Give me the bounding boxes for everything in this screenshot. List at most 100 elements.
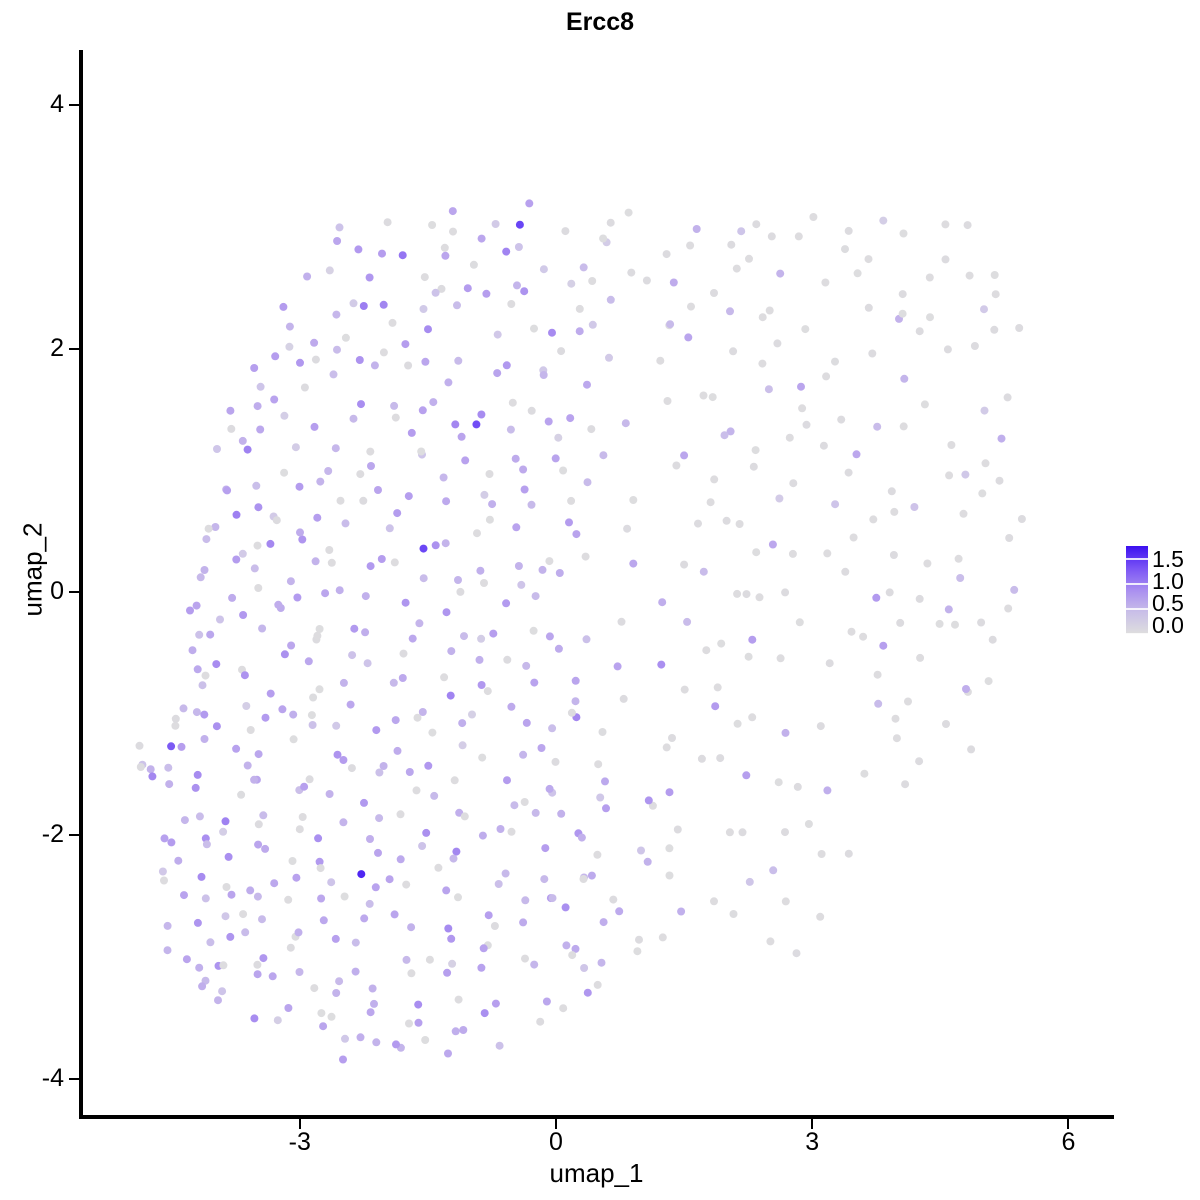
- scatter-point: [797, 382, 805, 391]
- scatter-point: [291, 443, 300, 452]
- scatter-point: [765, 306, 774, 315]
- scatter-point: [635, 935, 643, 944]
- scatter-point: [988, 635, 997, 644]
- scatter-point: [396, 855, 405, 864]
- scatter-point: [214, 996, 222, 1005]
- scatter-point: [561, 903, 570, 912]
- scatter-point: [720, 431, 729, 440]
- scatter-point: [662, 743, 671, 752]
- scatter-point: [392, 1040, 400, 1049]
- scatter-point: [324, 467, 333, 475]
- scatter-point: [421, 357, 430, 366]
- scatter-point: [567, 496, 576, 505]
- scatter-point: [822, 372, 831, 381]
- scatter-point: [408, 634, 417, 643]
- scatter-point: [767, 232, 776, 241]
- scatter-point: [339, 756, 348, 764]
- scatter-point: [699, 567, 708, 576]
- scatter-point: [792, 949, 801, 958]
- y-tick-label: -2: [41, 820, 64, 849]
- scatter-point: [253, 970, 262, 979]
- scatter-point: [963, 221, 972, 230]
- scatter-point: [901, 780, 910, 789]
- plot-panel: [83, 50, 1113, 1117]
- scatter-point: [515, 220, 524, 229]
- x-tick-mark: [555, 1119, 557, 1129]
- scatter-point: [219, 827, 228, 836]
- scatter-point: [425, 955, 434, 964]
- scatter-point: [852, 450, 861, 459]
- scatter-point: [351, 938, 360, 947]
- scatter-point: [485, 515, 494, 524]
- scatter-point: [442, 608, 451, 617]
- scatter-point: [642, 276, 651, 285]
- colorbar-tick-mark: [1126, 633, 1148, 635]
- scatter-point: [378, 249, 386, 258]
- scatter-point: [404, 492, 413, 501]
- scatter-point: [232, 510, 241, 519]
- scatter-point: [250, 1014, 259, 1023]
- scatter-point: [308, 721, 317, 729]
- scatter-point: [503, 655, 512, 664]
- scatter-point: [758, 313, 767, 322]
- scatter-point: [980, 305, 988, 314]
- scatter-point: [793, 782, 802, 791]
- scatter-point: [202, 535, 211, 544]
- scatter-point: [749, 462, 758, 471]
- scatter-point: [341, 519, 350, 528]
- scatter-point: [195, 963, 204, 972]
- scatter-point: [920, 400, 929, 409]
- scatter-point: [177, 742, 186, 751]
- scatter-point: [458, 741, 467, 750]
- scatter-point: [368, 984, 377, 993]
- scatter-point: [372, 726, 381, 735]
- scatter-point: [414, 1018, 423, 1027]
- x-tick-label: 6: [1061, 1128, 1076, 1156]
- y-tick-label: 0: [50, 577, 64, 605]
- scatter-point: [336, 496, 345, 505]
- scatter-point: [315, 625, 324, 633]
- colorbar-tick-label: 1.5: [1152, 546, 1184, 572]
- scatter-point: [285, 322, 294, 331]
- scatter-point: [823, 786, 832, 795]
- scatter-point: [885, 588, 894, 597]
- y-tick-mark: [69, 834, 79, 837]
- scatter-point: [583, 988, 592, 997]
- scatter-point: [511, 454, 520, 463]
- scatter-point: [335, 977, 344, 986]
- scatter-point: [493, 330, 502, 339]
- scatter-point: [844, 849, 853, 858]
- scatter-point: [991, 290, 1000, 299]
- scatter-point: [243, 761, 252, 770]
- scatter-point: [673, 825, 682, 834]
- scatter-point: [313, 631, 322, 640]
- scatter-point: [309, 693, 318, 702]
- scatter-point: [363, 659, 372, 668]
- scatter-point: [1017, 515, 1026, 523]
- scatter-point: [448, 959, 457, 968]
- scatter-point: [305, 775, 314, 784]
- scatter-point: [204, 524, 213, 533]
- scatter-point: [457, 432, 466, 441]
- scatter-point: [246, 726, 255, 734]
- scatter-point: [317, 894, 326, 903]
- scatter-point: [365, 899, 374, 908]
- scatter-point: [332, 310, 341, 319]
- scatter-point: [575, 304, 584, 313]
- scatter-point: [315, 857, 324, 866]
- scatter-point: [285, 342, 294, 351]
- scatter-point: [941, 220, 950, 229]
- scatter-point: [606, 295, 615, 304]
- scatter-point: [227, 890, 236, 899]
- scatter-point: [962, 685, 970, 693]
- colorbar-gradient: [1126, 546, 1148, 634]
- scatter-point: [942, 720, 950, 728]
- scatter-point: [609, 895, 618, 904]
- scatter-point: [489, 629, 498, 638]
- scatter-point: [333, 237, 342, 245]
- scatter-point: [295, 825, 304, 834]
- scatter-point: [292, 873, 301, 882]
- scatter-point: [599, 918, 608, 927]
- scatter-point: [789, 479, 798, 488]
- scatter-point: [889, 551, 898, 559]
